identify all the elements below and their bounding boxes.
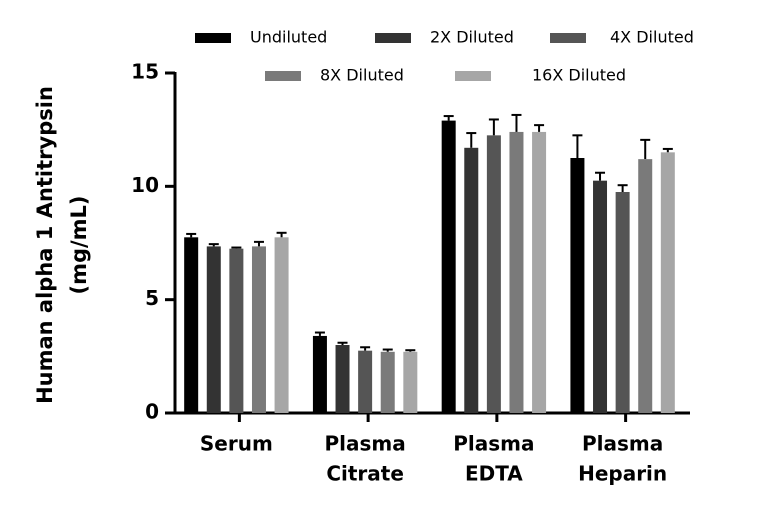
legend-label: Undiluted: [250, 28, 327, 47]
legend-swatch: [195, 33, 231, 43]
bar: [638, 159, 653, 413]
bar: [274, 237, 289, 413]
bar: [403, 351, 418, 413]
y-axis-label: Human alpha 1 Antitrypsin (mg/mL): [33, 86, 91, 404]
bar: [229, 248, 244, 413]
legend-label: 2X Diluted: [430, 28, 514, 47]
bar: [509, 131, 524, 413]
x-tick-label: Heparin: [578, 462, 667, 486]
legend-swatch: [375, 33, 411, 43]
bar: [532, 131, 547, 413]
y-tick-label: 5: [145, 286, 159, 310]
x-tick-label: Plasma: [582, 432, 663, 456]
bar: [570, 158, 585, 413]
x-tick-label: Plasma: [325, 432, 406, 456]
bar: [358, 350, 373, 413]
legend-swatch: [455, 71, 491, 81]
bar: [380, 351, 395, 413]
bar: [464, 147, 479, 414]
bar: [615, 192, 630, 413]
legend-label: 8X Diluted: [320, 66, 404, 85]
bar: [593, 180, 608, 413]
legend-swatch: [265, 71, 301, 81]
x-tick-label: Plasma: [453, 432, 534, 456]
bar: [660, 152, 675, 414]
bar: [335, 345, 350, 413]
legend-swatch: [550, 33, 586, 43]
bar: [251, 246, 266, 413]
x-tick-label: Serum: [200, 432, 273, 456]
x-tick-label: Citrate: [326, 462, 404, 486]
y-tick-label: 15: [131, 60, 159, 84]
y-tick-label: 10: [131, 173, 159, 197]
bar: [206, 246, 221, 413]
y-axis-label-line: Human alpha 1 Antitrypsin: [33, 86, 57, 404]
bar: [486, 135, 501, 414]
y-tick-label: 0: [145, 400, 159, 424]
legend-label: 16X Diluted: [532, 66, 626, 85]
bar: [184, 237, 199, 413]
x-tick-label: EDTA: [465, 462, 523, 486]
bar: [312, 335, 327, 413]
y-axis-label-line: (mg/mL): [67, 195, 91, 294]
legend-label: 4X Diluted: [610, 28, 694, 47]
bar: [441, 120, 456, 413]
